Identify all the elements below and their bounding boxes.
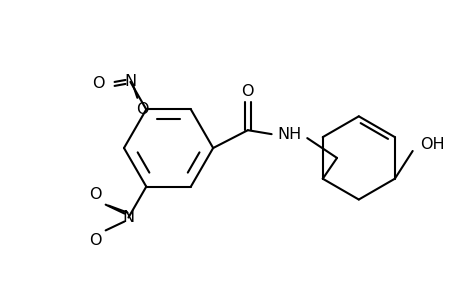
Text: NH: NH <box>277 127 301 142</box>
Text: O: O <box>136 102 148 117</box>
Text: O: O <box>92 76 105 92</box>
Text: OH: OH <box>420 136 444 152</box>
Text: O: O <box>90 187 102 202</box>
Text: N: N <box>124 74 136 89</box>
Text: O: O <box>241 84 253 99</box>
Text: O: O <box>90 233 102 248</box>
Text: N: N <box>122 210 134 225</box>
